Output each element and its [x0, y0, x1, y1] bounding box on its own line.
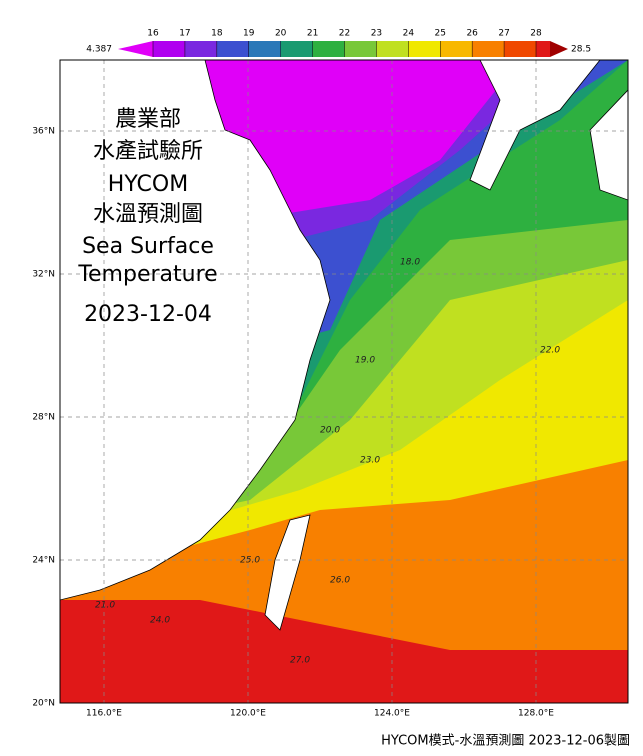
contour-label: 27.0 [290, 656, 310, 666]
title-line: 2023-12-04 [84, 302, 212, 327]
colorbar-tick-label: 18 [211, 29, 223, 39]
colorbar-segment [184, 41, 217, 57]
colorbar-tick-label: 17 [179, 29, 190, 39]
colorbar-segment [504, 41, 536, 57]
contour-label: 20.0 [320, 426, 340, 436]
colorbar-segment [376, 41, 409, 57]
colorbar-tick-label: 27 [498, 29, 509, 39]
title-line: 水產試驗所 [93, 139, 203, 164]
title-line: Temperature [77, 262, 217, 287]
contour-label: 21.0 [95, 601, 115, 611]
colorbar-tick-label: 24 [403, 29, 415, 39]
land [589, 89, 628, 201]
contour-label: 22.0 [540, 346, 560, 356]
lat-label: 32°N [32, 270, 55, 280]
lat-label: 24°N [32, 556, 55, 566]
lon-label: 124.0°E [374, 709, 410, 719]
lat-label: 28°N [32, 413, 55, 423]
title-line: Sea Surface [82, 234, 214, 259]
colorbar-segment [216, 41, 249, 57]
contour-label: 24.0 [150, 616, 170, 626]
colorbar-min-label: 4.387 [86, 45, 112, 55]
land [469, 60, 601, 191]
title-line: 農業部 [115, 107, 181, 132]
land [264, 514, 311, 631]
colorbar-segment [248, 41, 281, 57]
colorbar: 16 17 18 19 20 21 22 23 24 25 26 27 28 4.387 28.5 [86, 29, 591, 57]
colorbar-tick-label: 25 [435, 29, 446, 39]
colorbar-segment [440, 41, 473, 57]
colorbar-segment [153, 41, 185, 57]
title-line: 水溫預測圖 [93, 202, 203, 227]
colorbar-segment [280, 41, 313, 57]
contour-label: 25.0 [240, 556, 260, 566]
contour-label: 26.0 [330, 576, 350, 586]
colorbar-tick-label: 19 [243, 29, 255, 39]
colorbar-tick-label: 28 [530, 29, 542, 39]
map-frame [59, 59, 629, 704]
colorbar-tick-label: 20 [275, 29, 287, 39]
colorbar-tick-label: 22 [339, 29, 350, 39]
colorbar-tick-label: 26 [466, 29, 478, 39]
colorbar-segment [536, 41, 550, 57]
colorbar-max-label: 28.5 [571, 45, 591, 55]
colorbar-segment [408, 41, 441, 57]
contour-label: 18.0 [400, 258, 420, 268]
sst-field [60, 60, 628, 703]
colorbar-tick-label: 21 [307, 29, 318, 39]
colorbar-segment [472, 41, 505, 57]
lon-label: 128.0°E [518, 709, 554, 719]
colorbar-segment [550, 41, 568, 57]
colorbar-segment [312, 41, 345, 57]
lon-label: 116.0°E [86, 709, 122, 719]
footer: HYCOM模式-水溫預測圖 2023-12-06製圖 [381, 734, 630, 749]
contour-label: 19.0 [355, 356, 375, 366]
colorbar-tick-label: 23 [371, 29, 382, 39]
lon-label: 120.0°E [230, 709, 266, 719]
land [60, 60, 331, 601]
grid: 36°N 32°N 28°N 24°N 20°N 116.0°E 120.0°E 124.0°… [32, 60, 628, 719]
colorbar-segment [118, 41, 153, 57]
lat-label: 20°N [32, 699, 55, 709]
colorbar-segment [344, 41, 377, 57]
lat-label: 36°N [32, 127, 55, 137]
contour-label: 23.0 [360, 456, 380, 466]
title-line: HYCOM [108, 172, 188, 197]
colorbar-tick-label: 16 [147, 29, 159, 39]
